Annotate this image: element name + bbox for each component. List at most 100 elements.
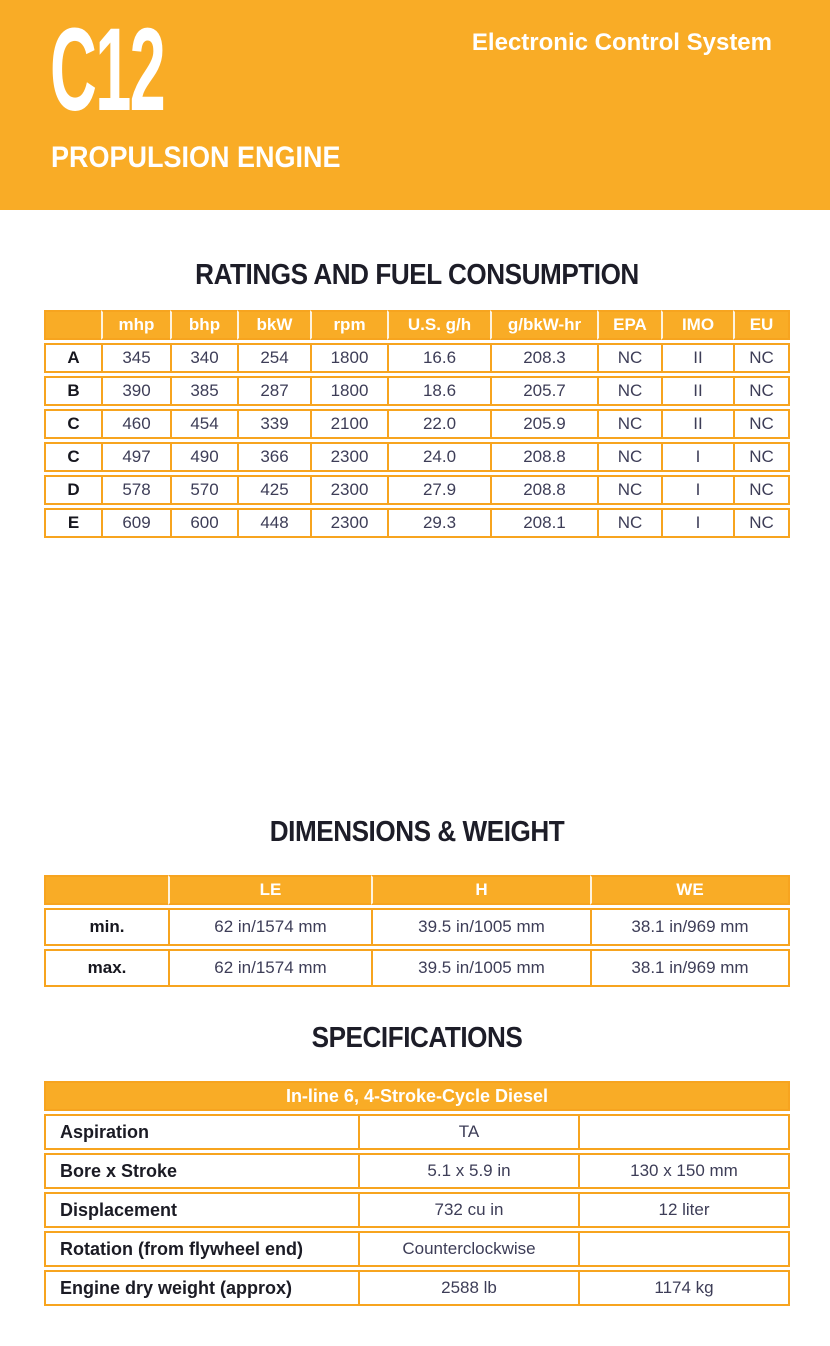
- ratings-value-cell: NC: [597, 376, 661, 406]
- dimensions-column-header: WE: [590, 875, 790, 905]
- ratings-column-header: U.S. g/h: [387, 310, 490, 340]
- ratings-value-cell: 2100: [310, 409, 387, 439]
- ratings-row: B 390 385 287 1800 18.6 205.7 NC II NC: [44, 376, 790, 406]
- ratings-value-cell: 578: [101, 475, 170, 505]
- specifications-value-cell: TA: [358, 1114, 578, 1150]
- specifications-value-cell: [578, 1114, 790, 1150]
- specifications-header-row: In-line 6, 4-Stroke-Cycle Diesel: [44, 1081, 790, 1111]
- ratings-value-cell: 460: [101, 409, 170, 439]
- dimensions-value-cell: 62 in/1574 mm: [168, 908, 371, 946]
- ratings-row-label: B: [44, 376, 101, 406]
- specifications-value-cell: 732 cu in: [358, 1192, 578, 1228]
- ratings-value-cell: 16.6: [387, 343, 490, 373]
- specifications-row-label: Displacement: [44, 1192, 358, 1228]
- ratings-row: C 497 490 366 2300 24.0 208.8 NC I NC: [44, 442, 790, 472]
- ratings-row: A 345 340 254 1800 16.6 208.3 NC II NC: [44, 343, 790, 373]
- ratings-column-header: rpm: [310, 310, 387, 340]
- dimensions-row-label: min.: [44, 908, 168, 946]
- specifications-row-label: Rotation (from flywheel end): [44, 1231, 358, 1267]
- ratings-value-cell: 448: [237, 508, 310, 538]
- ratings-value-cell: 29.3: [387, 508, 490, 538]
- ratings-value-cell: 205.7: [490, 376, 597, 406]
- specifications-row: Displacement 732 cu in 12 liter: [44, 1192, 790, 1228]
- specifications-section-title: SPECIFICATIONS: [311, 1022, 523, 1054]
- specifications-row: Engine dry weight (approx) 2588 lb 1174 kg: [44, 1270, 790, 1306]
- ratings-value-cell: I: [661, 442, 733, 472]
- dimensions-header-row: LE H WE: [44, 875, 790, 905]
- ratings-value-cell: NC: [733, 508, 790, 538]
- dimensions-row: min. 62 in/1574 mm 39.5 in/1005 mm 38.1 in/…: [44, 908, 790, 946]
- specifications-value-cell: 130 x 150 mm: [578, 1153, 790, 1189]
- ratings-value-cell: 1800: [310, 343, 387, 373]
- ratings-value-cell: NC: [597, 508, 661, 538]
- specifications-value-cell: 2588 lb: [358, 1270, 578, 1306]
- ratings-row: D 578 570 425 2300 27.9 208.8 NC I NC: [44, 475, 790, 505]
- ratings-value-cell: 2300: [310, 442, 387, 472]
- control-system-label: Electronic Control System: [471, 29, 772, 56]
- ratings-column-header: IMO: [661, 310, 733, 340]
- ratings-value-cell: I: [661, 475, 733, 505]
- ratings-value-cell: 208.8: [490, 475, 597, 505]
- ratings-value-cell: II: [661, 409, 733, 439]
- ratings-section-title: RATINGS AND FUEL CONSUMPTION: [195, 259, 639, 291]
- ratings-row: C 460 454 339 2100 22.0 205.9 NC II NC: [44, 409, 790, 439]
- dimensions-value-cell: 39.5 in/1005 mm: [371, 949, 590, 987]
- ratings-value-cell: 22.0: [387, 409, 490, 439]
- dimensions-value-cell: 38.1 in/969 mm: [590, 949, 790, 987]
- ratings-row-label: A: [44, 343, 101, 373]
- specifications-value-cell: 12 liter: [578, 1192, 790, 1228]
- dimensions-column-header: LE: [168, 875, 371, 905]
- ratings-column-header: [44, 310, 101, 340]
- ratings-value-cell: 24.0: [387, 442, 490, 472]
- dimensions-row-label: max.: [44, 949, 168, 987]
- specifications-row-label: Aspiration: [44, 1114, 358, 1150]
- specifications-row: Bore x Stroke 5.1 x 5.9 in 130 x 150 mm: [44, 1153, 790, 1189]
- ratings-value-cell: NC: [733, 409, 790, 439]
- dimensions-column-header: [44, 875, 168, 905]
- specifications-value-cell: 5.1 x 5.9 in: [358, 1153, 578, 1189]
- ratings-row-label: C: [44, 409, 101, 439]
- dimensions-table: LE H WE min. 62 in/1574 mm 39.5 in/1005 mm 38…: [44, 872, 790, 990]
- dimensions-value-cell: 62 in/1574 mm: [168, 949, 371, 987]
- ratings-value-cell: 490: [170, 442, 237, 472]
- ratings-value-cell: 2300: [310, 508, 387, 538]
- ratings-value-cell: 339: [237, 409, 310, 439]
- ratings-value-cell: 340: [170, 343, 237, 373]
- ratings-header-row: mhp bhp bkW rpm U.S. g/h g/bkW-hr EPA IMO EU: [44, 310, 790, 340]
- ratings-value-cell: 345: [101, 343, 170, 373]
- ratings-column-header: mhp: [101, 310, 170, 340]
- ratings-value-cell: 287: [237, 376, 310, 406]
- ratings-value-cell: 454: [170, 409, 237, 439]
- ratings-row-label: E: [44, 508, 101, 538]
- dimensions-section-title: DIMENSIONS & WEIGHT: [269, 816, 565, 848]
- specifications-row: Rotation (from flywheel end) Counterclock…: [44, 1231, 790, 1267]
- ratings-column-header: bkW: [237, 310, 310, 340]
- ratings-value-cell: 600: [170, 508, 237, 538]
- ratings-value-cell: 208.1: [490, 508, 597, 538]
- ratings-value-cell: 208.3: [490, 343, 597, 373]
- ratings-value-cell: 570: [170, 475, 237, 505]
- ratings-value-cell: NC: [733, 475, 790, 505]
- ratings-value-cell: 366: [237, 442, 310, 472]
- ratings-value-cell: 425: [237, 475, 310, 505]
- ratings-value-cell: NC: [597, 475, 661, 505]
- specifications-table: In-line 6, 4-Stroke-Cycle Diesel Aspirat…: [44, 1078, 790, 1309]
- ratings-table: mhp bhp bkW rpm U.S. g/h g/bkW-hr EPA IMO EU A 34…: [44, 307, 790, 541]
- ratings-row-label: C: [44, 442, 101, 472]
- ratings-column-header: g/bkW-hr: [490, 310, 597, 340]
- ratings-row: E 609 600 448 2300 29.3 208.1 NC I NC: [44, 508, 790, 538]
- ratings-value-cell: 27.9: [387, 475, 490, 505]
- dimensions-value-cell: 38.1 in/969 mm: [590, 908, 790, 946]
- ratings-value-cell: NC: [597, 343, 661, 373]
- dimensions-column-header: H: [371, 875, 590, 905]
- ratings-value-cell: NC: [733, 343, 790, 373]
- ratings-value-cell: I: [661, 508, 733, 538]
- ratings-value-cell: NC: [733, 442, 790, 472]
- ratings-value-cell: 1800: [310, 376, 387, 406]
- ratings-value-cell: 385: [170, 376, 237, 406]
- ratings-column-header: EPA: [597, 310, 661, 340]
- ratings-value-cell: 205.9: [490, 409, 597, 439]
- ratings-column-header: bhp: [170, 310, 237, 340]
- engine-type-label: PROPULSION ENGINE: [51, 141, 341, 174]
